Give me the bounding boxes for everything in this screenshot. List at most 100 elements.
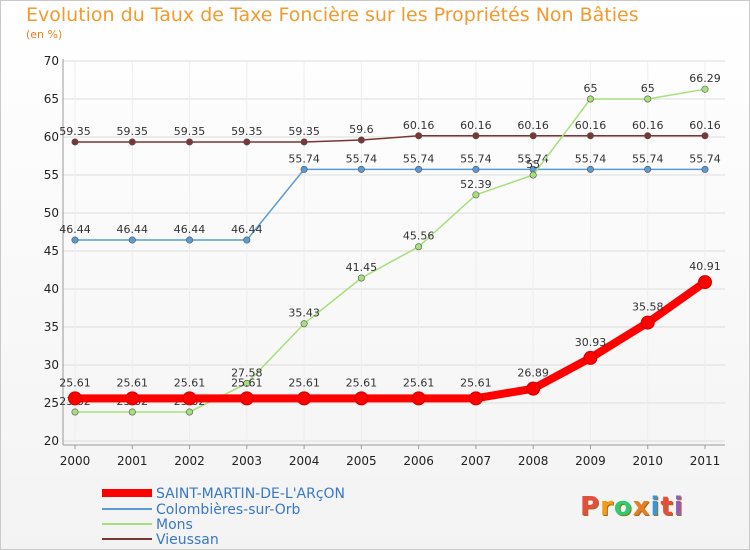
data-label: 25.61 [174,376,206,389]
data-point [526,381,541,396]
x-tick-label: 2010 [632,454,663,468]
data-label: 59.6 [349,123,374,136]
data-point [125,391,140,406]
logo-letter: P [580,492,601,522]
data-point [357,274,365,282]
data-label: 55.74 [288,152,320,165]
data-label: 55.74 [403,152,435,165]
data-label: 40.91 [689,260,721,273]
y-tick-label: 45 [44,244,59,258]
x-tick-label: 2005 [346,454,377,468]
data-point [529,132,537,140]
data-label: 55.74 [632,152,664,165]
data-point [415,132,423,140]
data-label: 60.16 [460,119,492,132]
data-point [415,243,423,251]
data-point [68,391,82,406]
logo-letter: i [650,492,661,522]
data-point [300,320,308,328]
data-label: 30.93 [575,336,607,349]
data-point [357,165,365,173]
data-point [243,138,251,146]
data-point [583,350,598,365]
data-point [586,95,594,103]
x-tick-label: 2011 [690,454,721,468]
data-label: 60.16 [517,119,549,132]
data-label: 60.16 [575,119,607,132]
data-point [357,136,365,144]
data-label: 59.35 [231,125,263,138]
legend-label: Mons [156,517,193,533]
data-label: 55.74 [517,152,549,165]
logo-letter: o [613,492,633,522]
data-point [411,391,426,406]
data-point [472,132,480,140]
y-tick-label: 55 [44,168,59,182]
data-point [300,138,308,146]
logo-letter: t [660,492,674,522]
chart-title: Evolution du Taux de Taxe Foncière sur l… [26,4,639,26]
data-point [71,236,79,244]
data-label: 35.43 [288,307,320,320]
y-tick-label: 70 [44,54,59,68]
data-point [354,391,369,406]
y-axis-unit-label: (en %) [26,28,63,41]
y-tick-label: 35 [44,320,59,334]
x-tick-label: 2007 [461,454,492,468]
data-point [71,138,79,146]
data-point [239,391,254,406]
data-point [186,138,194,146]
data-label: 55.74 [689,152,721,165]
data-label: 25.61 [403,376,435,389]
y-tick-label: 65 [44,92,59,106]
data-point [71,408,79,416]
data-label: 25.61 [59,376,91,389]
x-tick-label: 2000 [60,454,91,468]
legend-label: SAINT-MARTIN-DE-L'ARçON [156,486,345,502]
data-label: 25.61 [117,376,149,389]
data-point [128,138,136,146]
data-label: 55.74 [460,152,492,165]
data-point [243,236,251,244]
x-tick-label: 2004 [289,454,320,468]
data-label: 65 [641,82,655,95]
data-label: 55.74 [575,152,607,165]
data-label: 46.44 [231,223,263,236]
data-label: 27.58 [231,366,263,379]
data-point [128,408,136,416]
y-tick-label: 30 [44,358,59,372]
x-tick-label: 2009 [575,454,606,468]
y-tick-label: 25 [44,396,59,410]
data-label: 45.56 [403,230,435,243]
data-point [186,236,194,244]
data-point [300,165,308,173]
data-label: 60.16 [689,119,721,132]
data-label: 25.61 [231,376,263,389]
data-point [468,391,483,406]
logo-letter: r [600,492,614,522]
data-label: 65 [583,82,597,95]
data-label: 55 [526,158,540,171]
y-tick-label: 60 [44,130,59,144]
data-point [701,165,709,173]
legend-label: Colombières-sur-Orb [156,502,300,518]
data-label: 59.35 [59,125,91,138]
logo-letter: x [632,492,651,522]
data-label: 26.89 [517,367,549,380]
data-point [415,165,423,173]
data-label: 66.29 [689,72,721,85]
y-tick-label: 40 [44,282,59,296]
data-point [529,171,537,179]
data-label: 60.16 [403,119,435,132]
data-label: 60.16 [632,119,664,132]
series-line [75,278,708,403]
data-point [586,165,594,173]
data-label: 52.39 [460,178,492,191]
y-tick-label: 20 [44,434,59,448]
data-point [128,236,136,244]
legend-label: Vieussan [156,532,219,548]
x-tick-label: 2001 [117,454,148,468]
series-line [75,135,705,143]
data-label: 25.61 [288,376,320,389]
